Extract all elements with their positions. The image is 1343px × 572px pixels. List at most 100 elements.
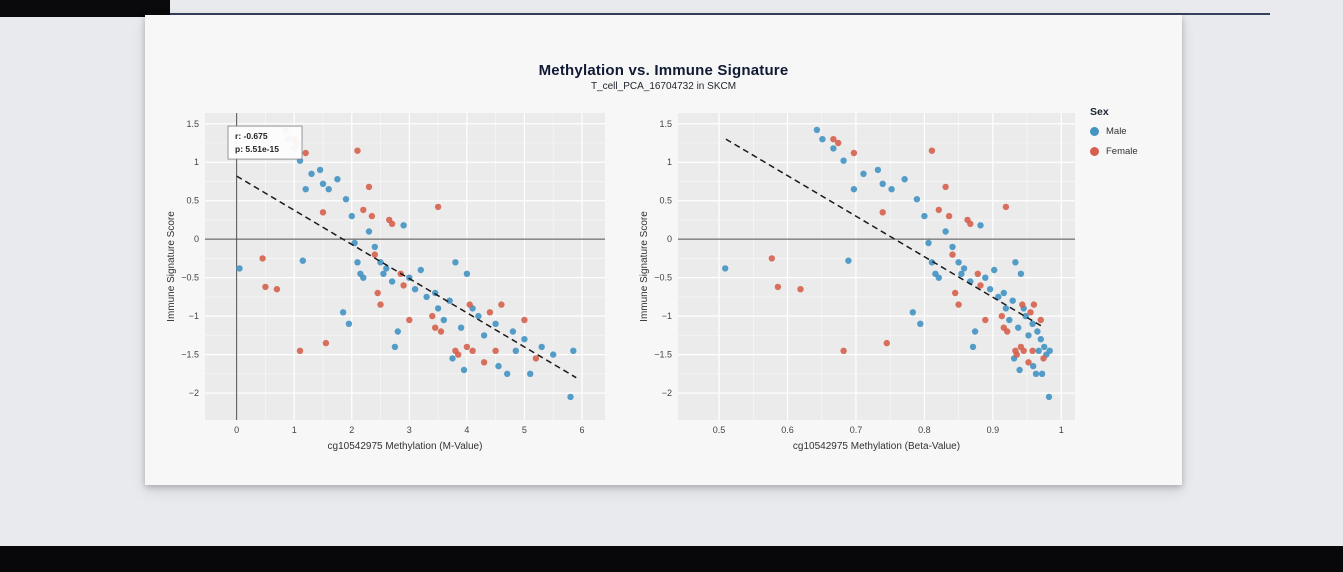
data-point-male: [971, 328, 979, 335]
data-point-female: [480, 359, 488, 366]
data-point-male: [354, 259, 361, 266]
y-tick-label: −2: [189, 388, 199, 398]
data-point-male: [874, 166, 882, 174]
data-point-male: [960, 265, 968, 272]
y-tick-label: −1: [189, 311, 199, 321]
data-point-male: [942, 228, 949, 235]
data-point-female: [377, 301, 384, 308]
data-point-female: [879, 209, 886, 216]
x-axis-title: cg10542975 Methylation (Beta-Value): [793, 441, 960, 452]
data-point-female: [302, 149, 309, 157]
y-tick-label: −2: [662, 388, 672, 398]
data-point-male: [991, 266, 998, 274]
data-point-male: [308, 170, 315, 177]
data-point-female: [259, 255, 266, 262]
data-point-male: [901, 176, 908, 183]
data-point-female: [955, 301, 962, 308]
data-point-male: [342, 196, 350, 203]
data-point-female: [368, 212, 376, 220]
data-point-female: [429, 312, 436, 320]
y-axis-title: Immune Signature Score: [639, 211, 650, 322]
data-point-male: [383, 265, 390, 272]
data-point-female: [977, 282, 984, 289]
figure-title: Methylation vs. Immune Signature: [538, 62, 789, 79]
data-point-male: [299, 257, 306, 264]
data-point-male: [388, 278, 396, 285]
data-point-female: [1020, 347, 1027, 354]
data-point-male: [463, 270, 471, 277]
data-point-female: [774, 283, 782, 291]
data-point-male: [440, 316, 447, 324]
data-point-female: [498, 301, 505, 308]
y-tick-label: 0.5: [186, 196, 199, 206]
data-point-female: [437, 328, 445, 335]
x-tick-label: 1: [292, 425, 297, 435]
data-point-male: [1046, 347, 1053, 354]
data-point-male: [977, 222, 984, 229]
data-point-female: [365, 183, 373, 191]
x-tick-label: 3: [407, 425, 412, 435]
data-point-male: [949, 243, 956, 251]
data-point-male: [400, 222, 407, 229]
data-point-male: [480, 332, 488, 339]
data-point-male: [460, 366, 468, 374]
data-point-male: [371, 243, 378, 251]
data-point-male: [1002, 305, 1010, 312]
data-point-female: [768, 255, 775, 262]
x-tick-label: 5: [522, 425, 527, 435]
data-point-male: [492, 320, 499, 327]
data-point-male: [813, 126, 821, 134]
data-point-female: [273, 286, 281, 293]
legend-marker-male-icon: [1090, 127, 1099, 136]
y-tick-label: −1.5: [181, 350, 199, 360]
data-point-female: [974, 270, 981, 277]
data-point-male: [1017, 270, 1025, 277]
data-point-female: [400, 282, 407, 289]
x-tick-label: 0.5: [713, 425, 726, 435]
scatter-plot-mvalue: r: -0.675 p: 5.51e-15 0 1 2 3 4 5 6 1.5 1 0.5 0 −0.5 −…: [160, 104, 613, 453]
x-axis-title: cg10542975 Methylation (M-Value): [328, 441, 483, 452]
data-point-male: [850, 186, 858, 193]
x-tick-label: 6: [579, 425, 584, 435]
data-point-male: [995, 293, 1002, 301]
data-point-male: [527, 370, 534, 377]
y-tick-label: −1: [662, 311, 672, 321]
data-point-male: [411, 286, 419, 293]
x-tick-label: 4: [464, 425, 469, 435]
data-point-male: [1037, 336, 1044, 343]
data-point-male: [360, 274, 367, 281]
data-point-male: [1034, 328, 1041, 335]
data-point-female: [998, 312, 1005, 320]
data-point-male: [391, 343, 399, 351]
data-point-female: [463, 343, 471, 351]
data-point-female: [388, 220, 396, 227]
data-point-male: [567, 393, 574, 401]
data-point-female: [374, 289, 381, 297]
data-point-male: [1015, 324, 1022, 331]
y-tick-label: 0: [667, 234, 672, 244]
data-point-female: [949, 251, 956, 258]
data-point-female: [1040, 355, 1047, 362]
data-point-female: [371, 251, 378, 258]
data-point-male: [423, 293, 430, 301]
data-point-female: [406, 316, 413, 324]
data-point-female: [432, 324, 439, 331]
data-point-female: [830, 136, 837, 143]
data-point-male: [495, 362, 502, 370]
data-point-female: [835, 139, 842, 147]
data-point-female: [262, 283, 269, 291]
legend-item-male[interactable]: Male: [1090, 126, 1138, 137]
data-point-female: [322, 339, 330, 347]
data-point-male: [888, 186, 895, 193]
legend-item-female[interactable]: Female: [1090, 146, 1138, 157]
plot-svg: 0.5 0.6 0.7 0.8 0.9 1 1.5 1 0.5 0 −0.5 −1 −1.5 −2 cg10…: [639, 113, 1075, 452]
data-point-male: [325, 186, 332, 193]
x-tick-label: 0.9: [987, 425, 1000, 435]
data-point-female: [952, 289, 959, 297]
stats-annotation-box: [227, 125, 303, 160]
legend: Sex Male Female: [1090, 106, 1138, 166]
top-divider-line: [170, 13, 1270, 15]
data-point-male: [538, 343, 545, 351]
legend-title: Sex: [1090, 106, 1109, 118]
data-point-male: [1006, 316, 1013, 324]
